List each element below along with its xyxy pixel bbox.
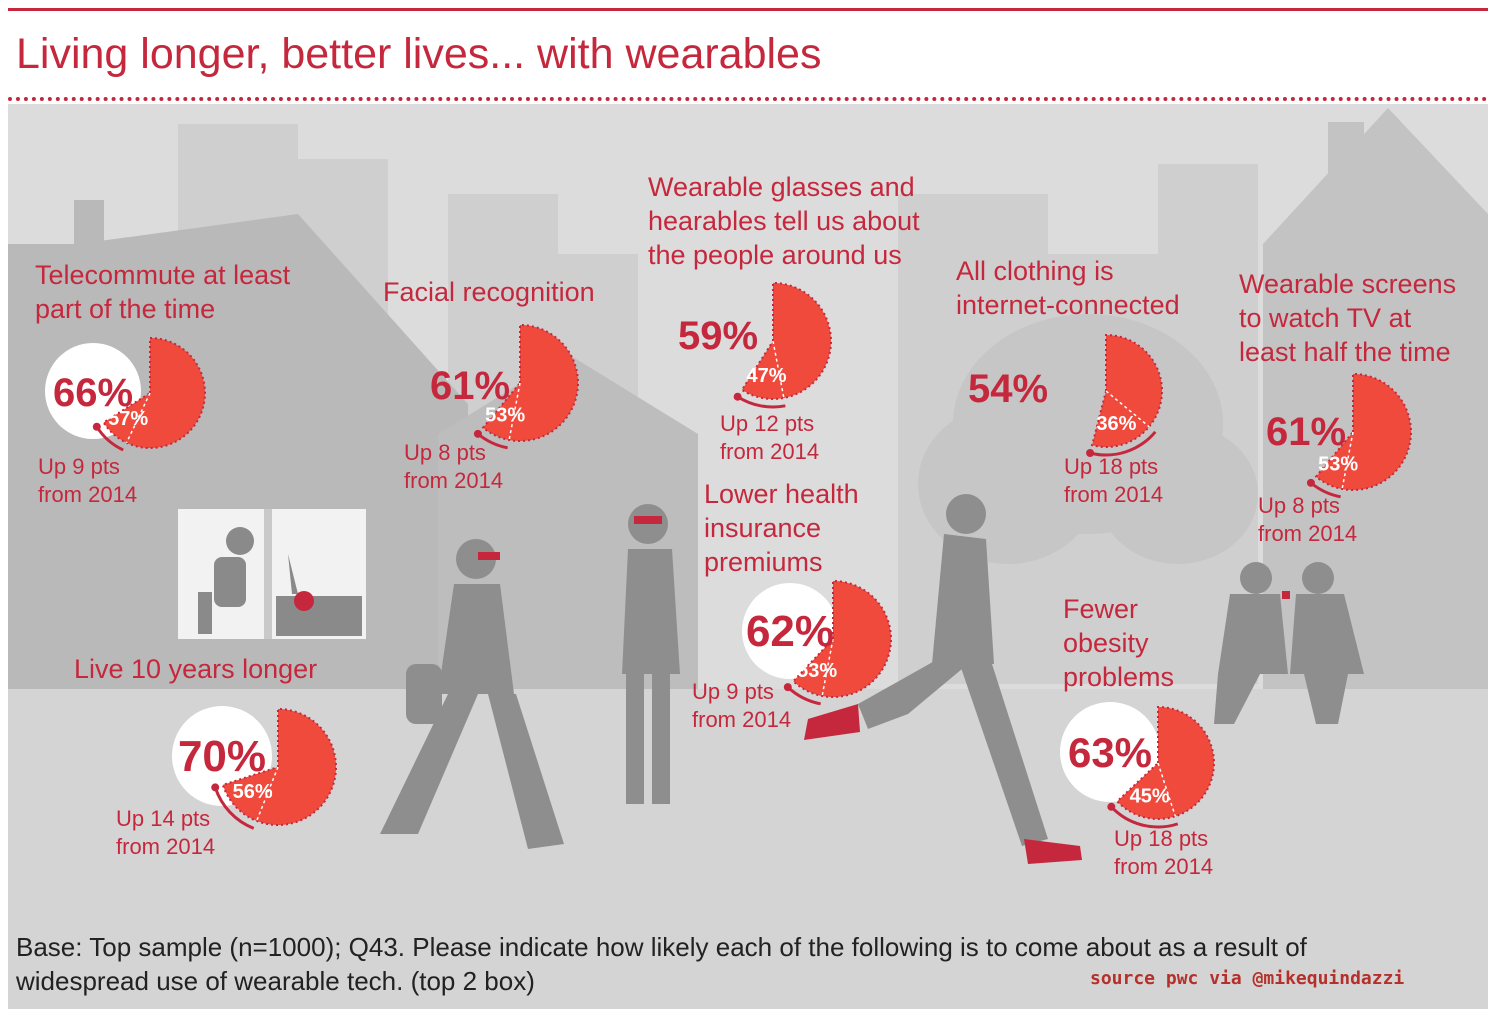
standing-woman-silhouette — [622, 504, 680, 804]
pie-4-prev-divider — [1341, 431, 1354, 490]
change-wearable-glasses: Up 12 pts from 2014 — [720, 411, 820, 464]
pie-6-wedge — [791, 579, 892, 698]
infographic-scene: 57% 66% 53% 61% 47% 59% 36% 54% 53% 61% 56% 70% 53% 6… — [8, 104, 1488, 1009]
pie-4-wedge — [1314, 372, 1412, 491]
pie-6-prev-divider — [821, 638, 834, 697]
pie-5-prev-divider — [255, 766, 279, 822]
pie-1-change-arrowhead — [473, 429, 482, 438]
pie-6-change-arrowhead — [783, 683, 792, 692]
pie-5-current-value: 70% — [178, 732, 266, 781]
footnote: Base: Top sample (n=1000); Q43. Please i… — [16, 932, 1307, 996]
pie-3-previous-value: 36% — [1096, 413, 1136, 435]
pie-charts: 57%66%53%61% 47%59%36%54%53%61%56%70%53%6… — [45, 281, 1412, 830]
pie-4-current-value: 61% — [1266, 410, 1346, 454]
change-health-insurance: Up 9 pts from 2014 — [692, 679, 792, 732]
pie-0-previous-value: 57% — [108, 408, 148, 430]
label-telecommute: Telecommute at least part of the time — [35, 260, 291, 324]
pie-0-wedge — [102, 336, 206, 449]
pie-6-current-value: 62% — [746, 607, 834, 656]
pie-7-current-value: 63% — [1068, 729, 1152, 776]
pie-4-change-arrowhead — [1306, 478, 1315, 487]
pie-2-current-value: 59% — [678, 314, 758, 358]
pie-6-previous-value: 53% — [797, 660, 837, 682]
pie-6-label-disc — [742, 583, 838, 679]
pie-7-wedge — [1115, 705, 1215, 820]
label-live-longer: Live 10 years longer — [74, 654, 318, 684]
label-facial-recognition: Facial recognition — [383, 277, 595, 307]
pie-1-prev-divider — [508, 382, 521, 441]
pie-3-change-arc — [1089, 430, 1157, 457]
office-worker-silhouette — [198, 527, 362, 636]
label-wearable-screens: Wearable screens to watch TV at least ha… — [1239, 269, 1457, 367]
pie-2-change-arrowhead — [733, 392, 742, 401]
pie-2-wedge — [740, 281, 832, 400]
change-telecommute: Up 9 pts from 2014 — [38, 454, 138, 507]
dotted-divider — [8, 97, 1488, 101]
page-title: Living longer, better lives... with wear… — [16, 30, 822, 78]
pie-7-change-arc — [1110, 805, 1179, 829]
pie-1-wedge — [481, 323, 579, 442]
pie-5-change-arrowhead — [211, 783, 220, 792]
pie-2-change-arc — [736, 395, 786, 409]
label-clothing-connected: All clothing is internet-connected — [956, 256, 1180, 320]
label-health-insurance: Lower health insurance premiums — [704, 479, 859, 577]
walking-woman-silhouette — [380, 539, 564, 849]
pie-3-current-value: 54% — [968, 367, 1048, 411]
source-credit: source pwc via @mikequindazzi — [1090, 968, 1405, 989]
change-obesity: Up 18 pts from 2014 — [1114, 826, 1214, 879]
pie-3-wedge — [1090, 333, 1163, 448]
top-rule — [8, 8, 1488, 11]
pie-7-previous-value: 45% — [1130, 786, 1170, 808]
pie-1-current-value: 61% — [430, 364, 510, 408]
label-obesity: Fewer obesity problems — [1063, 594, 1175, 692]
pie-4-previous-value: 53% — [1318, 453, 1358, 475]
pie-5-previous-value: 56% — [233, 781, 273, 803]
pie-2-previous-value: 47% — [746, 365, 786, 387]
pie-7-label-disc — [1060, 702, 1160, 802]
label-wearable-glasses: Wearable glasses and hearables tell us a… — [648, 172, 920, 270]
sitting-couple-silhouette — [1214, 562, 1364, 724]
pie-1-previous-value: 53% — [485, 404, 525, 426]
change-live-longer: Up 14 pts from 2014 — [116, 806, 216, 859]
pie-0-change-arrowhead — [92, 422, 101, 431]
pie-5-wedge — [221, 707, 337, 826]
pie-0-current-value: 66% — [53, 371, 133, 415]
pie-2-prev-divider — [772, 340, 785, 399]
pie-3-change-arrowhead — [1086, 448, 1095, 457]
pie-7-change-arrowhead — [1107, 802, 1116, 811]
runner-silhouette — [858, 494, 1048, 846]
background-illustration — [8, 108, 1488, 1009]
change-clothing-connected: Up 18 pts from 2014 — [1064, 454, 1164, 507]
change-facial-recognition: Up 8 pts from 2014 — [404, 440, 504, 493]
change-wearable-screens: Up 8 pts from 2014 — [1258, 493, 1358, 546]
pie-5-change-arc — [213, 786, 255, 830]
